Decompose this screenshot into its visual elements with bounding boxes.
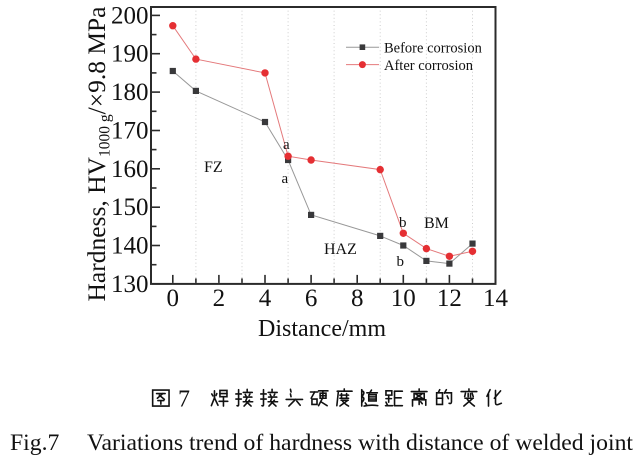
svg-text:0: 0 (167, 285, 180, 312)
svg-text:4: 4 (259, 285, 272, 312)
svg-text:150: 150 (111, 194, 149, 221)
svg-text:2: 2 (213, 285, 226, 312)
svg-text:12: 12 (437, 285, 462, 312)
svg-text:Variations trend of hardness w: Variations trend of hardness with distan… (87, 430, 633, 456)
svg-text:170: 170 (111, 118, 149, 145)
svg-text:Fig.7: Fig.7 (10, 430, 60, 456)
svg-text:6: 6 (305, 285, 318, 312)
svg-text:8: 8 (351, 285, 364, 312)
svg-text:10: 10 (391, 285, 416, 312)
svg-text:a: a (282, 171, 289, 187)
svg-text:BM: BM (424, 215, 449, 232)
svg-text:200: 200 (111, 2, 149, 29)
svg-text:190: 190 (111, 41, 149, 68)
svg-text:130: 130 (111, 271, 149, 298)
svg-text:180: 180 (111, 79, 149, 106)
svg-text:140: 140 (111, 233, 149, 260)
svg-text:b: b (397, 254, 405, 270)
svg-text:HAZ: HAZ (324, 241, 357, 258)
svg-text:a: a (283, 137, 290, 153)
svg-text:160: 160 (111, 156, 149, 183)
svg-text:14: 14 (483, 285, 509, 312)
svg-text:After corrosion: After corrosion (384, 58, 474, 74)
svg-text:Distance/mm: Distance/mm (258, 316, 386, 342)
svg-text:FZ: FZ (204, 159, 223, 176)
svg-text:7: 7 (178, 386, 190, 412)
svg-text:b: b (399, 215, 407, 231)
svg-text:Before corrosion: Before corrosion (384, 41, 483, 57)
